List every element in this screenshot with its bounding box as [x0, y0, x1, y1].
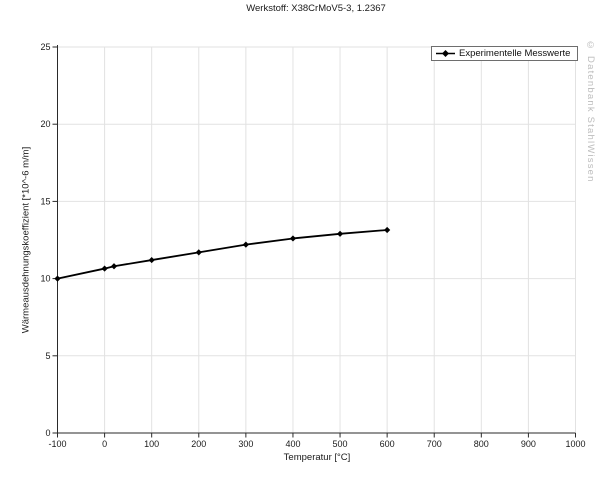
legend: Experimentelle Messwerte: [431, 46, 578, 61]
data-point-marker: [384, 226, 391, 234]
data-point-marker: [110, 263, 118, 270]
data-point-marker: [289, 235, 297, 242]
data-point-marker: [54, 275, 61, 282]
y-tick-label: 15: [40, 196, 50, 206]
legend-marker-icon: [436, 50, 455, 57]
watermark: © Datenbank StahlWissen: [585, 40, 596, 183]
chart-title: Werkstoff: X38CrMoV5-3, 1.2367: [246, 3, 386, 14]
x-tick-label: 100: [144, 439, 159, 449]
y-tick-label: 10: [40, 274, 50, 284]
x-tick-label: 300: [238, 439, 253, 449]
data-line: [57, 229, 388, 280]
y-tick-label: 25: [40, 42, 50, 52]
data-point-marker: [336, 230, 344, 237]
y-tick-label: 20: [40, 119, 50, 129]
legend-label: Experimentelle Messwerte: [459, 48, 571, 59]
data-point-marker: [148, 256, 155, 264]
data-point-marker: [101, 265, 108, 272]
x-tick-label: 700: [427, 439, 442, 449]
x-tick-label: 600: [380, 439, 395, 449]
x-tick-label: 800: [474, 439, 489, 449]
y-axis-title: Wärmeausdehnungskoeffizient [*10^-6 m/m]: [20, 146, 32, 334]
data-point-marker: [195, 249, 202, 256]
y-tick-label: 5: [45, 351, 50, 361]
y-tick-label: 0: [45, 428, 50, 438]
x-tick-label: 1000: [565, 439, 585, 449]
x-tick-label: 900: [521, 439, 536, 449]
x-tick-label: 200: [191, 439, 206, 449]
x-tick-label: 0: [102, 439, 107, 449]
x-tick-label: 400: [285, 439, 300, 449]
x-tick-label: -100: [48, 439, 66, 449]
x-axis-title: Temperatur [°C]: [283, 452, 351, 463]
x-tick-label: 500: [333, 439, 348, 449]
data-point-marker: [242, 241, 249, 248]
